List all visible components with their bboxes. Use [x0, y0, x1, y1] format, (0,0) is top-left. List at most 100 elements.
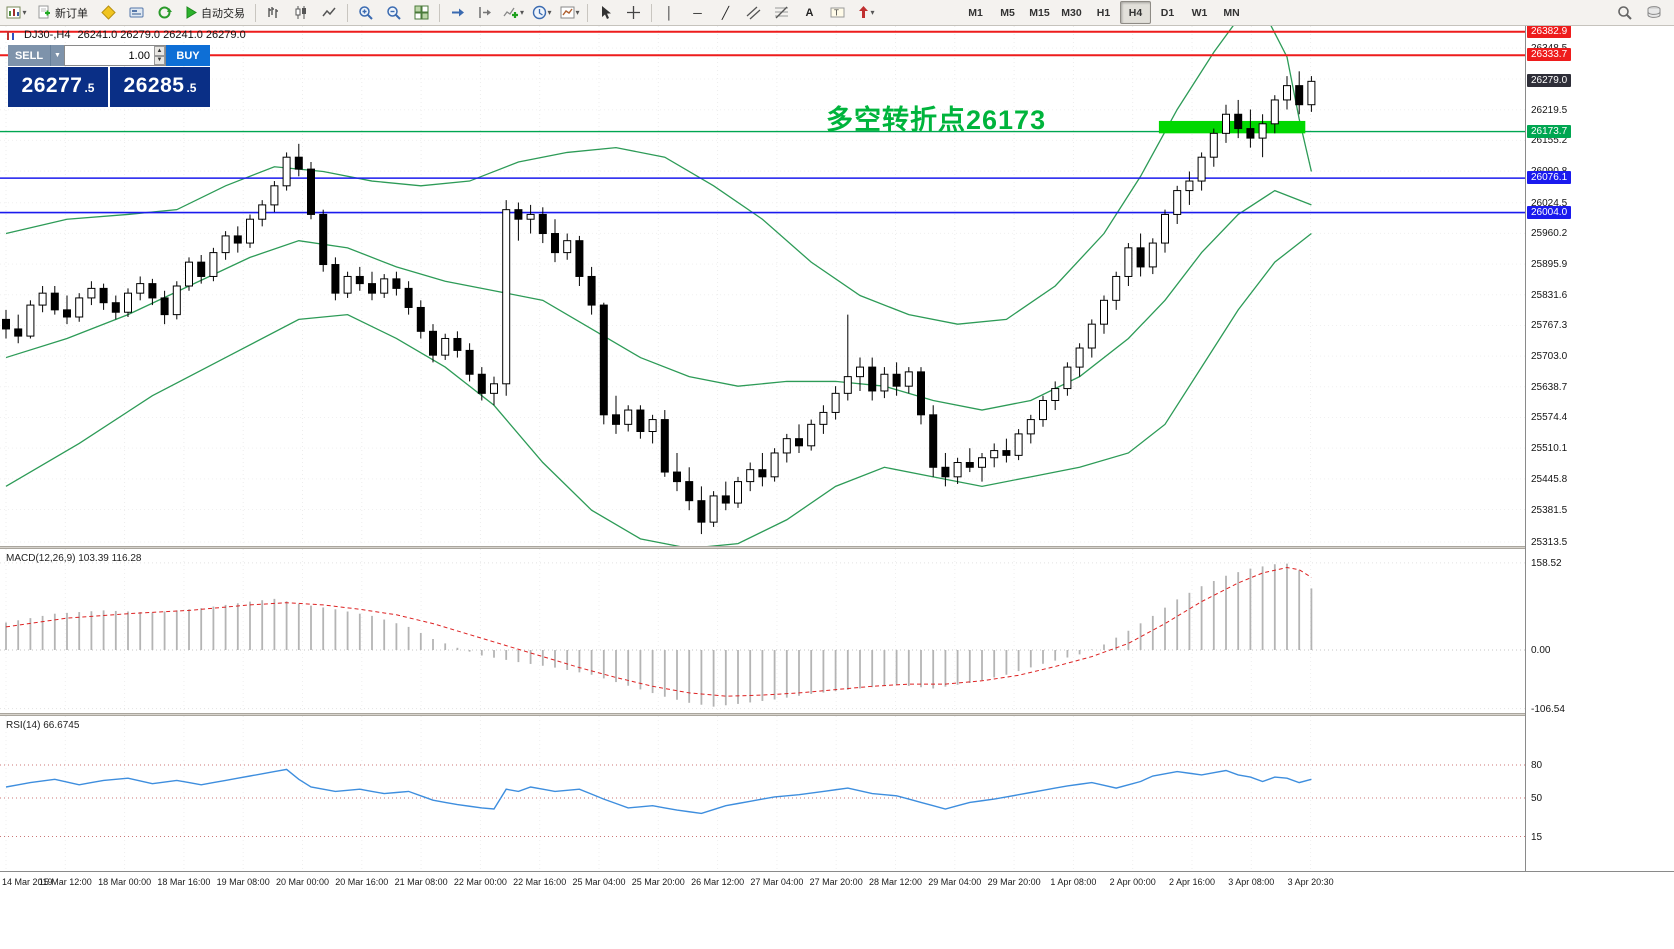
crosshair-button[interactable]	[620, 1, 647, 24]
buy-price-main: 26285	[123, 74, 185, 97]
price-axis-label: 25510.1	[1531, 443, 1568, 455]
chart-shift-icon	[479, 7, 491, 18]
trade-options-dropdown[interactable]: ▼	[50, 45, 64, 66]
auto-scroll-button[interactable]	[444, 1, 471, 24]
refresh-button[interactable]	[151, 1, 178, 24]
timeframe-m15[interactable]: M15	[1029, 6, 1050, 19]
rsi-axis-label: 80	[1531, 760, 1543, 771]
timeframe-h1[interactable]: H1	[1096, 6, 1111, 19]
sell-price-display[interactable]: 26277 .5	[8, 67, 108, 107]
chevron-down-icon: ▾	[520, 8, 525, 17]
price-axis[interactable]: 26348.526284.026219.526155.226090.826024…	[1525, 26, 1674, 871]
line-chart-icon	[322, 7, 336, 17]
main-chart-pane[interactable]	[0, 26, 1525, 546]
time-axis-label: 18 Mar 00:00	[98, 877, 152, 887]
crosshair-icon	[627, 6, 641, 19]
clock-icon	[532, 5, 546, 20]
price-tag: 26004.0	[1527, 205, 1572, 219]
zoom-out-button[interactable]	[380, 1, 407, 24]
price-axis-label: 26024.5	[1531, 197, 1568, 209]
chart-area: 26348.526284.026219.526155.226090.826024…	[0, 26, 1674, 949]
rsi-pane[interactable]	[0, 716, 1525, 871]
timeframe-d1[interactable]: D1	[1160, 6, 1175, 19]
cursor-button[interactable]	[592, 1, 619, 24]
bar-chart-mode-button[interactable]	[260, 1, 287, 24]
macd-pane[interactable]	[0, 549, 1525, 713]
market-icon	[1647, 6, 1660, 18]
timeframe-m30[interactable]: M30	[1061, 6, 1082, 19]
toolbar-separator	[439, 3, 440, 22]
zoom-in-button[interactable]	[352, 1, 379, 24]
channel-tool[interactable]	[740, 1, 767, 24]
chevron-down-icon: ▼	[54, 52, 61, 59]
time-axis[interactable]: 14 Mar 2019 15 Mar 12:00 18 Mar 00:00 18 Ma…	[0, 871, 1674, 896]
price-tag: 26333.7	[1527, 48, 1572, 62]
time-axis-label: 22 Mar 00:00	[453, 877, 507, 887]
panel-separator[interactable]	[0, 546, 1674, 549]
text-label-tool[interactable]: T	[824, 1, 851, 24]
indicators-button[interactable]: ▾	[500, 1, 527, 24]
chart-annotation-text: 多空转折点26173	[826, 105, 1047, 135]
timeframe-m1[interactable]: M1	[968, 6, 983, 19]
autotrading-button[interactable]: 自动交易	[179, 1, 251, 24]
chevron-down-icon: ▾	[22, 8, 27, 17]
volume-input[interactable]	[65, 46, 154, 65]
time-axis-label: 14 Mar 2019	[2, 877, 53, 887]
play-icon	[186, 6, 197, 19]
fibonacci-tool[interactable]	[768, 1, 795, 24]
volume-box: ▲ ▼	[64, 45, 166, 66]
sell-button[interactable]: SELL	[8, 45, 50, 66]
buy-button[interactable]: BUY	[166, 45, 210, 66]
buy-price-display[interactable]: 26285 .5	[110, 67, 210, 107]
trendline-icon: ╱	[721, 5, 730, 20]
sell-price-main: 26277	[21, 74, 83, 97]
text-tool[interactable]: A	[796, 1, 823, 24]
timeframe-group: M1 M5 M15 M30 H1 H4 D1 W1 MN	[960, 1, 1247, 24]
metaeditor-button[interactable]	[95, 1, 122, 24]
chevron-down-icon: ▾	[575, 8, 580, 17]
templates-button[interactable]: ▾	[556, 1, 583, 24]
timeframe-mn[interactable]: MN	[1223, 6, 1240, 19]
time-axis-label: 27 Mar 20:00	[809, 877, 863, 887]
text-icon: A	[805, 6, 814, 19]
time-axis-label: 29 Mar 20:00	[987, 877, 1041, 887]
new-chart-button[interactable]: ▾	[3, 1, 30, 24]
market-button[interactable]	[1640, 1, 1667, 24]
line-chart-mode-button[interactable]	[316, 1, 343, 24]
candle-chart-mode-button[interactable]	[288, 1, 315, 24]
volume-increase-button[interactable]: ▲	[153, 46, 165, 56]
equidistant-channel-icon	[746, 6, 761, 20]
time-axis-label: 25 Mar 04:00	[572, 877, 626, 887]
time-axis-label: 2 Apr 16:00	[1168, 877, 1216, 887]
timeframe-m5[interactable]: M5	[1000, 6, 1015, 19]
horizontal-line-tool[interactable]: ─	[684, 1, 711, 24]
time-axis-label: 2 Apr 00:00	[1109, 877, 1156, 887]
panel-separator[interactable]	[0, 713, 1674, 716]
time-axis-label: 25 Mar 20:00	[631, 877, 685, 887]
price-axis-label: 25381.5	[1531, 504, 1568, 516]
new-order-button[interactable]: 新订单	[31, 1, 94, 24]
terminal-button[interactable]	[123, 1, 150, 24]
price-axis-label: 25574.4	[1531, 412, 1568, 424]
vertical-line-tool[interactable]: │	[656, 1, 683, 24]
tile-windows-icon	[414, 5, 429, 20]
rsi-indicator-label: RSI(14) 66.6745	[6, 720, 80, 731]
volume-decrease-button[interactable]: ▼	[153, 55, 165, 65]
search-button[interactable]	[1611, 1, 1638, 24]
arrows-icon	[858, 6, 868, 18]
timeframe-w1[interactable]: W1	[1191, 6, 1208, 19]
arrows-tool[interactable]: ▾	[852, 1, 879, 24]
timeframe-h4[interactable]: H4	[1120, 1, 1152, 24]
chart-symbol-icon	[7, 30, 14, 40]
one-click-trading-panel: SELL ▼ ▲ ▼ BUY 26277 .5 26285	[8, 45, 210, 107]
chart-shift-button[interactable]	[472, 1, 499, 24]
time-axis-label: 15 Mar 12:00	[38, 877, 92, 887]
macd-indicator-label: MACD(12,26,9) 103.39 116.28	[6, 553, 142, 564]
time-axis-label: 20 Mar 00:00	[275, 877, 330, 887]
tile-windows-button[interactable]	[408, 1, 435, 24]
time-axis-label: 27 Mar 04:00	[750, 877, 804, 887]
trendline-tool[interactable]: ╱	[712, 1, 739, 24]
periods-button[interactable]: ▾	[528, 1, 555, 24]
chevron-down-icon: ▾	[870, 8, 875, 17]
